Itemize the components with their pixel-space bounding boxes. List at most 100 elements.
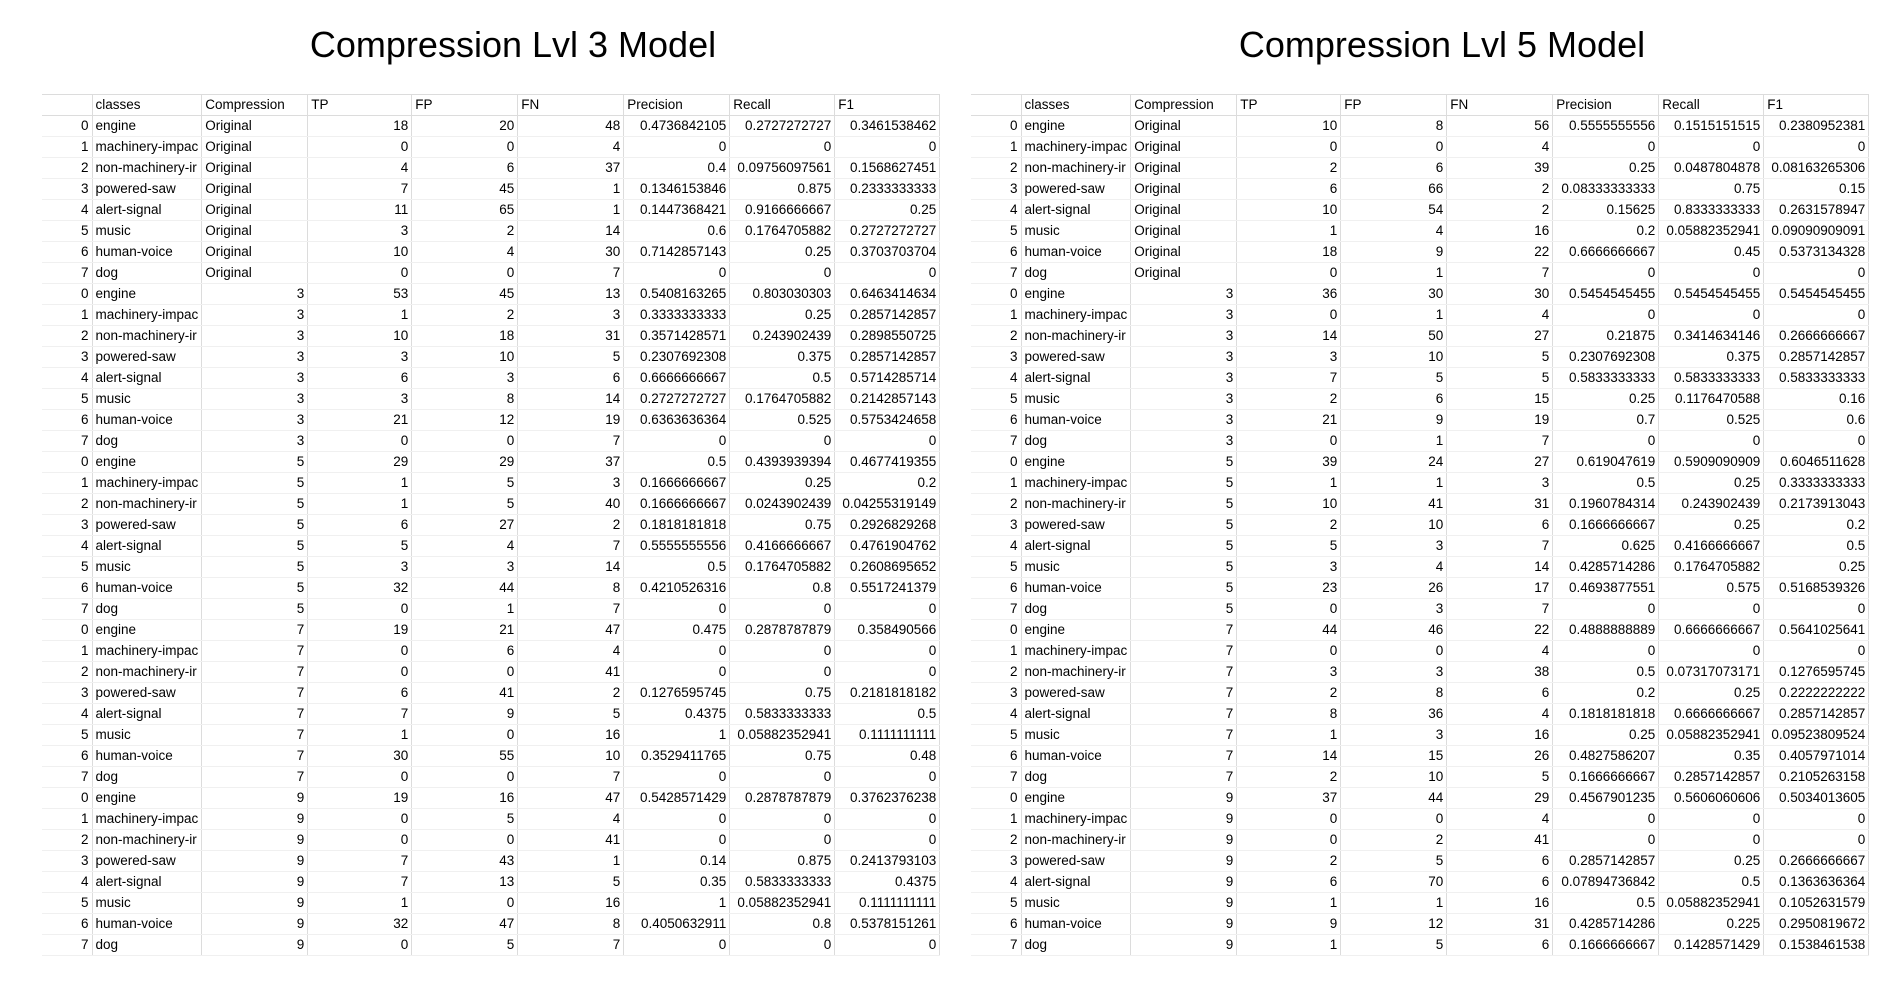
cell-recall[interactable]: 0.243902439: [1658, 493, 1765, 515]
cell-fp[interactable]: 0: [411, 766, 519, 788]
cell-f1[interactable]: 0.6463414634: [834, 283, 941, 305]
cell-fp[interactable]: 43: [411, 850, 519, 872]
cell-fp[interactable]: 2: [411, 304, 519, 326]
cell-recall[interactable]: 0.05882352941: [729, 892, 836, 914]
cell-compression[interactable]: 3: [201, 325, 309, 347]
cell-compression[interactable]: Original: [1130, 220, 1238, 242]
cell-classes[interactable]: alert-signal: [92, 367, 203, 389]
cell-fp[interactable]: 5: [1340, 850, 1448, 872]
cell-f1[interactable]: 0.4057971014: [1763, 745, 1870, 767]
cell-f1[interactable]: 0.04255319149: [834, 493, 941, 515]
cell-recall[interactable]: 0.25: [729, 304, 836, 326]
column-header-classes[interactable]: classes: [92, 94, 203, 116]
cell-classes[interactable]: dog: [92, 430, 203, 452]
cell-tp[interactable]: 32: [307, 577, 413, 599]
cell-fp[interactable]: 10: [1340, 346, 1448, 368]
cell-classes[interactable]: dog: [1021, 766, 1132, 788]
cell-compression[interactable]: Original: [1130, 199, 1238, 221]
cell-recall[interactable]: 0.9166666667: [729, 199, 836, 221]
cell-f1[interactable]: 0.2666666667: [1763, 325, 1870, 347]
cell-recall[interactable]: 0.05882352941: [1658, 220, 1765, 242]
cell-precision[interactable]: 0: [623, 136, 731, 158]
cell-tp[interactable]: 0: [307, 136, 413, 158]
cell-tp[interactable]: 0: [307, 934, 413, 956]
cell-compression[interactable]: 5: [1130, 472, 1238, 494]
cell-tp[interactable]: 3: [1236, 346, 1342, 368]
cell-index[interactable]: 5: [971, 556, 1022, 578]
cell-fp[interactable]: 10: [1340, 514, 1448, 536]
cell-precision[interactable]: 0.25: [1552, 388, 1660, 410]
cell-f1[interactable]: 0.25: [834, 199, 941, 221]
cell-precision[interactable]: 0.6666666667: [1552, 241, 1660, 263]
cell-recall[interactable]: 0: [729, 136, 836, 158]
cell-f1[interactable]: 0.6: [1763, 409, 1870, 431]
cell-precision[interactable]: 0.08333333333: [1552, 178, 1660, 200]
cell-classes[interactable]: non-machinery-ir: [1021, 157, 1132, 179]
cell-index[interactable]: 1: [42, 808, 93, 830]
cell-fn[interactable]: 6: [1446, 514, 1554, 536]
cell-fp[interactable]: 1: [1340, 892, 1448, 914]
cell-fn[interactable]: 56: [1446, 115, 1554, 137]
cell-fn[interactable]: 7: [517, 766, 625, 788]
column-header-tp[interactable]: TP: [1236, 94, 1342, 116]
cell-fp[interactable]: 8: [1340, 115, 1448, 137]
cell-index[interactable]: 1: [42, 640, 93, 662]
cell-recall[interactable]: 0: [729, 262, 836, 284]
cell-tp[interactable]: 5: [307, 535, 413, 557]
cell-classes[interactable]: non-machinery-ir: [92, 829, 203, 851]
cell-compression[interactable]: 7: [201, 703, 309, 725]
cell-compression[interactable]: 3: [201, 409, 309, 431]
cell-compression[interactable]: 5: [1130, 514, 1238, 536]
cell-classes[interactable]: music: [1021, 892, 1132, 914]
cell-recall[interactable]: 0.5833333333: [1658, 367, 1765, 389]
cell-fn[interactable]: 16: [517, 892, 625, 914]
cell-compression[interactable]: 5: [201, 451, 309, 473]
cell-index[interactable]: 7: [971, 430, 1022, 452]
cell-recall[interactable]: 0: [1658, 829, 1765, 851]
cell-tp[interactable]: 21: [1236, 409, 1342, 431]
cell-fp[interactable]: 3: [411, 556, 519, 578]
cell-index[interactable]: 2: [42, 661, 93, 683]
cell-classes[interactable]: human-voice: [92, 745, 203, 767]
cell-classes[interactable]: engine: [1021, 115, 1132, 137]
cell-f1[interactable]: 0: [1763, 304, 1870, 326]
cell-index[interactable]: 5: [42, 220, 93, 242]
cell-f1[interactable]: 0.2631578947: [1763, 199, 1870, 221]
cell-compression[interactable]: 3: [201, 346, 309, 368]
cell-precision[interactable]: 0.25: [1552, 157, 1660, 179]
cell-index[interactable]: 5: [42, 388, 93, 410]
cell-tp[interactable]: 1: [307, 304, 413, 326]
cell-precision[interactable]: 0: [1552, 262, 1660, 284]
cell-classes[interactable]: music: [1021, 556, 1132, 578]
cell-fp[interactable]: 3: [1340, 535, 1448, 557]
cell-f1[interactable]: 0.1363636364: [1763, 871, 1870, 893]
cell-classes[interactable]: powered-saw: [92, 178, 203, 200]
cell-compression[interactable]: Original: [201, 199, 309, 221]
cell-tp[interactable]: 6: [307, 682, 413, 704]
cell-precision[interactable]: 0.5555555556: [1552, 115, 1660, 137]
cell-compression[interactable]: 9: [1130, 913, 1238, 935]
cell-fn[interactable]: 5: [517, 703, 625, 725]
cell-index[interactable]: 4: [42, 703, 93, 725]
cell-classes[interactable]: powered-saw: [92, 514, 203, 536]
cell-f1[interactable]: 0.3703703704: [834, 241, 941, 263]
cell-tp[interactable]: 7: [307, 850, 413, 872]
cell-fn[interactable]: 7: [517, 598, 625, 620]
cell-precision[interactable]: 0.5: [623, 451, 731, 473]
cell-tp[interactable]: 39: [1236, 451, 1342, 473]
cell-f1[interactable]: 0.2727272727: [834, 220, 941, 242]
cell-classes[interactable]: non-machinery-ir: [92, 157, 203, 179]
cell-f1[interactable]: 0.5517241379: [834, 577, 941, 599]
cell-f1[interactable]: 0: [834, 766, 941, 788]
cell-tp[interactable]: 3: [307, 220, 413, 242]
cell-fn[interactable]: 3: [517, 304, 625, 326]
cell-recall[interactable]: 0.1428571429: [1658, 934, 1765, 956]
cell-index[interactable]: 6: [42, 577, 93, 599]
column-header-precision[interactable]: Precision: [623, 94, 731, 116]
cell-recall[interactable]: 0: [729, 808, 836, 830]
cell-fn[interactable]: 38: [1446, 661, 1554, 683]
cell-f1[interactable]: 0.2181818182: [834, 682, 941, 704]
cell-classes[interactable]: human-voice: [1021, 241, 1132, 263]
cell-compression[interactable]: 3: [201, 430, 309, 452]
cell-recall[interactable]: 0.45: [1658, 241, 1765, 263]
